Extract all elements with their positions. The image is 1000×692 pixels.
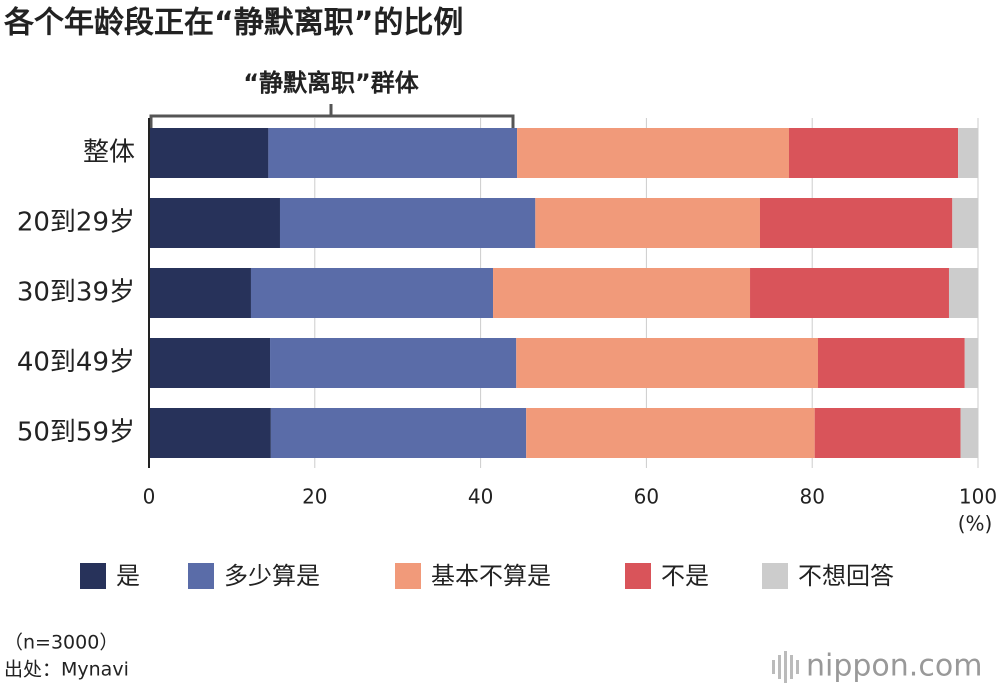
chart-title: 各个年龄段正在“静默离职”的比例 <box>3 6 463 41</box>
bar-segment <box>526 408 815 458</box>
bar-segment <box>268 128 518 178</box>
legend-swatch <box>762 563 788 589</box>
bar-segment <box>270 408 527 458</box>
bar-segment <box>960 408 978 458</box>
bar-segment <box>818 338 965 388</box>
legend-label: 不是 <box>661 562 709 590</box>
x-tick-label: 60 <box>634 485 659 509</box>
note: 出处：Mynavi <box>4 659 129 681</box>
bar-segment <box>948 268 978 318</box>
y-tick-label: 30到39岁 <box>17 278 135 308</box>
bar-segment <box>964 338 978 388</box>
brand: nippon.com <box>806 649 982 684</box>
bar-segment <box>516 338 819 388</box>
bar-segment <box>270 338 517 388</box>
note: （n=3000） <box>4 632 118 654</box>
y-tick-label: 40到49岁 <box>17 348 135 378</box>
x-tick-label: 40 <box>468 485 493 509</box>
bar-segment <box>149 128 269 178</box>
bar-segment <box>788 128 959 178</box>
bar-segment <box>517 128 789 178</box>
bar-segment <box>149 408 271 458</box>
bar-segment <box>493 268 751 318</box>
y-tick-label: 20到29岁 <box>17 208 135 238</box>
legend-swatch <box>80 563 106 589</box>
bar-segment <box>958 128 978 178</box>
bar-segment <box>759 198 953 248</box>
legend-label: 不想回答 <box>798 562 894 590</box>
y-tick-label: 50到59岁 <box>17 418 135 448</box>
x-tick-label: 80 <box>799 485 824 509</box>
y-tick-label: 整体 <box>83 138 135 168</box>
bar-segment <box>149 198 280 248</box>
bar-segment <box>279 198 536 248</box>
axis-unit: (%) <box>958 512 993 536</box>
x-tick-label: 20 <box>302 485 327 509</box>
bar-segment <box>952 198 978 248</box>
annotation: “静默离职”群体 <box>243 69 420 97</box>
bar-segment <box>149 338 271 388</box>
bar-segment <box>535 198 760 248</box>
legend-label: 基本不算是 <box>431 562 551 590</box>
legend-swatch <box>625 563 651 589</box>
bar-segment <box>149 268 251 318</box>
legend-swatch <box>395 563 421 589</box>
bar-segment <box>250 268 494 318</box>
logo-mark <box>772 651 799 683</box>
x-tick-label: 0 <box>143 485 156 509</box>
bar-segment <box>750 268 949 318</box>
legend-label: 是 <box>116 562 140 590</box>
bar-segment <box>814 408 961 458</box>
legend-swatch <box>188 563 214 589</box>
bracket <box>149 104 515 128</box>
x-tick-label: 100 <box>959 485 997 509</box>
legend-label: 多少算是 <box>224 562 320 590</box>
